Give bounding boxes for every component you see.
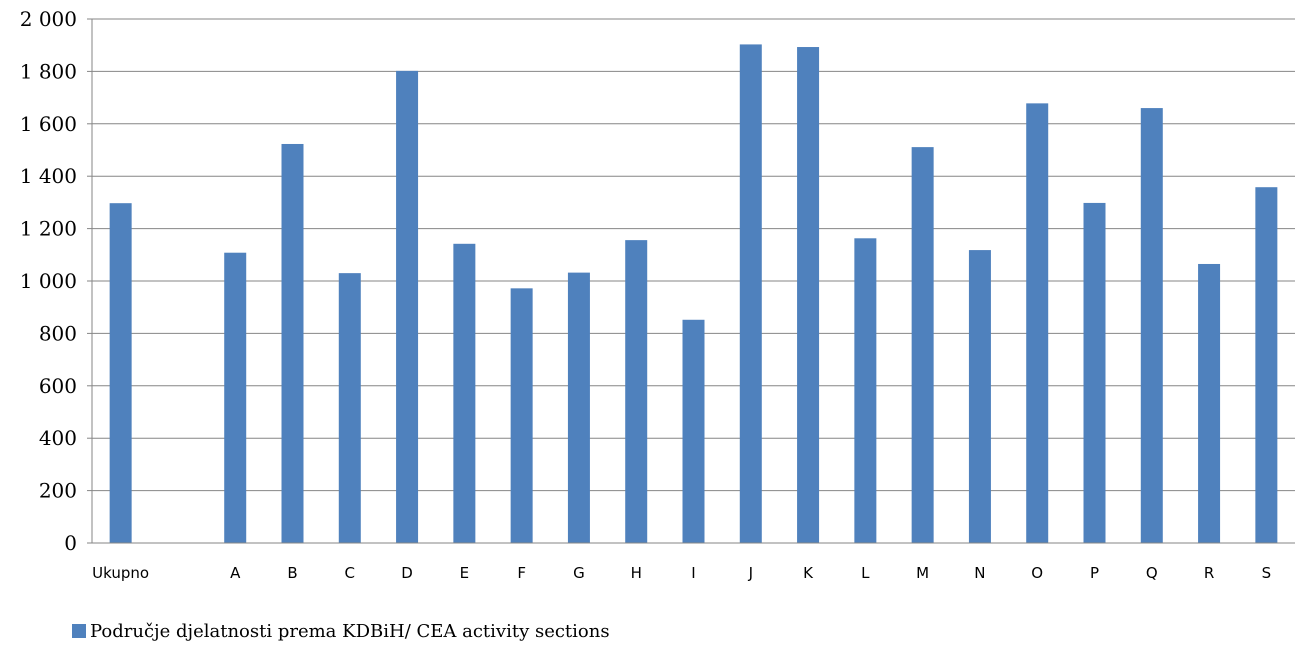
- bar-g: [567, 272, 590, 543]
- bar-k: [797, 47, 820, 544]
- bar-r: [1198, 263, 1221, 543]
- y-tick-label: 600: [39, 374, 77, 398]
- bars: [109, 44, 1278, 544]
- x-tick-label: Q: [1146, 564, 1158, 582]
- x-tick-label: E: [460, 564, 469, 582]
- x-tick-label: Ukupno: [92, 564, 149, 582]
- legend: Područje djelatnosti prema KDBiH/ CEA ac…: [72, 621, 610, 642]
- x-tick-label: G: [573, 564, 585, 582]
- y-tick-label: 1 600: [20, 112, 77, 136]
- y-tick-label: 1 000: [20, 269, 77, 293]
- legend-swatch: [72, 624, 86, 638]
- x-tick-label: K: [803, 564, 814, 582]
- bar-c: [338, 273, 361, 543]
- y-tick-label: 2 000: [20, 7, 77, 31]
- x-tick-label: S: [1262, 564, 1272, 582]
- x-tick-label: P: [1090, 564, 1099, 582]
- x-tick-label: I: [691, 564, 695, 582]
- x-axis: Ukupno A B C D E F G H I J K L M N O P Q R S: [92, 542, 1295, 582]
- x-tick-label: L: [861, 564, 870, 582]
- x-tick-label: O: [1031, 564, 1043, 582]
- bar-b: [281, 143, 304, 543]
- y-axis: 0 200 400 600 800 1 000 1 200 1 400 1 600 1 800 2 …: [20, 7, 93, 555]
- bar-q: [1140, 108, 1163, 543]
- bar-f: [510, 288, 533, 543]
- y-tick-label: 1 200: [20, 217, 77, 241]
- bar-n: [968, 250, 991, 544]
- bar-a: [224, 252, 247, 544]
- bar-i: [682, 319, 705, 543]
- bar-l: [854, 238, 877, 543]
- x-tick-label: M: [916, 564, 929, 582]
- y-tick-label: 800: [39, 321, 77, 345]
- x-tick-label: A: [230, 564, 241, 582]
- x-tick-label: H: [631, 564, 642, 582]
- bar-p: [1083, 202, 1106, 543]
- x-tick-label: B: [287, 564, 297, 582]
- y-tick-label: 1 400: [20, 164, 77, 188]
- x-tick-label: N: [974, 564, 985, 582]
- bar-s: [1255, 187, 1278, 544]
- y-tick-label: 1 800: [20, 59, 77, 83]
- y-tick-label: 400: [39, 426, 77, 450]
- x-tick-label: D: [401, 564, 413, 582]
- x-tick-label: R: [1204, 564, 1214, 582]
- y-tick-label: 200: [39, 479, 77, 503]
- y-tick-label: 0: [64, 531, 77, 555]
- bar-d: [396, 70, 419, 543]
- bar-o: [1026, 103, 1049, 543]
- bar-ukupno: [109, 203, 132, 543]
- x-tick-label: J: [748, 564, 753, 582]
- bar-h: [625, 240, 648, 544]
- bar-e: [453, 243, 476, 543]
- x-tick-label: F: [517, 564, 526, 582]
- bar-j: [739, 44, 762, 543]
- x-tick-label: C: [345, 564, 355, 582]
- legend-label: Područje djelatnosti prema KDBiH/ CEA ac…: [90, 621, 610, 642]
- bar-m: [911, 147, 934, 544]
